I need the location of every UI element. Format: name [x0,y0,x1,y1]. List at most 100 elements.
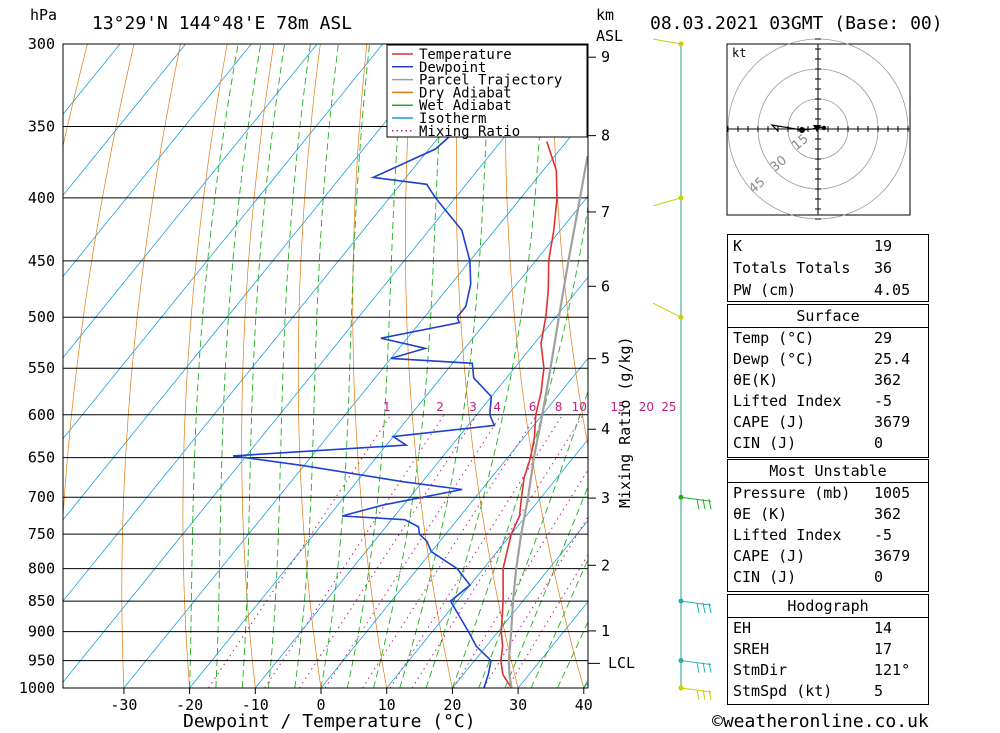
wind-barb-flag [708,499,712,510]
wet-adiabat-line [241,44,286,688]
hodograph-point [821,125,827,131]
wind-barb [680,660,712,666]
surface-row: θE(K) 362 [728,370,928,391]
surface-value: 3679 [874,413,911,431]
dry-adiabat-line [926,44,1000,688]
wet-adiabat-line [504,485,588,688]
index-value: 19 [874,237,893,255]
location-label: 13°29'N 144°48'E 78m ASL [92,13,352,34]
legend-box [386,44,588,138]
wet-adiabat-line [189,44,239,688]
km-unit-label: km [596,6,614,24]
wind-barb-flag [696,689,700,701]
temperature-line [500,141,558,688]
hodograph-value: 14 [874,619,893,637]
most-unstable-row: CAPE (J) 3679 [728,546,928,567]
wind-barb-flag [696,499,700,510]
dry-adiabat-line [182,44,228,688]
most-unstable-label: Lifted Index [733,526,842,544]
surface-label: Dewp (°C) [733,350,815,368]
surface-row: CIN (J) 0 [728,433,928,454]
hodograph-value: 5 [874,682,884,700]
wet-adiabat-line [530,558,588,688]
index-value: 36 [874,259,893,277]
pressure-tick-label: 1000 [19,679,55,697]
x-tick-label: 10 [378,696,396,714]
surface-row: Dewp (°C) 25.4 [728,349,928,370]
pressure-tick-label: 750 [28,525,55,543]
index-label: K [733,237,743,255]
km-tick-label: 2 [601,556,610,574]
km-tick-label: 7 [601,203,610,221]
wind-barb-flag [702,602,706,614]
hodograph-divider [728,617,928,618]
pressure-tick-label: 600 [28,406,55,424]
mixing-ratio-line [324,414,502,688]
most-unstable-title: Most Unstable [769,462,887,480]
pressure-tick-label: 800 [28,560,55,578]
datetime-label: 08.03.2021 03GMT (Base: 00) [650,13,943,34]
pressure-tick-label: 550 [28,359,55,377]
mixing-ratio-tick-label: 20 [639,400,654,414]
wind-barb [652,302,682,318]
surface-divider [728,327,928,328]
hodograph-title: Hodograph [787,597,869,615]
surface-value: 362 [874,371,902,389]
surface-value: -5 [874,392,893,410]
mixing-ratio-line [362,414,537,688]
wet-adiabat-line [267,44,311,688]
most-unstable-value: -5 [874,526,893,544]
surface-value: 29 [874,329,893,347]
hodograph-unit-label: kt [732,46,746,60]
pressure-tick-label: 950 [28,652,55,670]
mixing-ratio-tick-label: 4 [493,400,501,414]
x-tick-label: 0 [316,696,325,714]
hodograph-label: EH [733,619,752,637]
surface-value: 25.4 [874,350,911,368]
indices-most-unstable-box: Most Unstable Pressure (mb) 1005 θE (K) 36… [727,459,929,592]
mixing-ratio-tick-label: 1 [383,400,391,414]
wind-barb-flag [696,662,700,673]
dry-adiabat-line [505,44,585,688]
mixing-ratio-tick-label: 6 [529,400,537,414]
legend-label: Wet Adiabat [419,98,512,114]
hodograph-label: SREH [733,640,770,658]
x-tick-label: -10 [242,696,269,714]
isotherm-line [452,519,588,688]
legend-label: Mixing Ratio [419,124,520,140]
most-unstable-label: CAPE (J) [733,547,806,565]
pressure-tick-label: 450 [28,252,55,270]
most-unstable-label: θE (K) [733,505,788,523]
pressure-unit-label: hPa [30,6,57,24]
surface-label: CAPE (J) [733,413,806,431]
surface-value: 0 [874,434,884,452]
isotherm-line [63,44,186,197]
hodograph-row: StmSpd (kt) 5 [728,681,928,702]
wind-barb [680,600,712,606]
mixing-ratio-tick-label: 3 [469,400,477,414]
dry-adiabat-line [972,44,1000,688]
pressure-tick-label: 850 [28,592,55,610]
most-unstable-divider [728,482,928,483]
wind-barb [680,687,712,693]
dewpoint-line [232,44,496,688]
surface-row: Temp (°C) 29 [728,328,928,349]
most-unstable-label: Pressure (mb) [733,484,851,502]
storm-motion-marker [813,125,821,132]
isotherm-line [254,276,588,688]
mixing-ratio-line [482,515,588,688]
isotherm-line [386,438,588,688]
surface-label: θE(K) [733,371,779,389]
most-unstable-row: θE (K) 362 [728,504,928,525]
legend-label: Dry Adiabat [419,85,512,101]
pressure-tick-label: 350 [28,117,55,135]
dry-adiabat-line [241,44,275,688]
legend-label: Dewpoint [419,60,486,76]
index-value: 4.05 [874,281,911,299]
hodograph-row: StmDir 121° [728,660,928,681]
wind-barb-flag [696,602,700,614]
parcel-trajectory-line [507,156,588,688]
pressure-tick-label: 300 [28,35,55,53]
surface-title: Surface [796,307,860,325]
